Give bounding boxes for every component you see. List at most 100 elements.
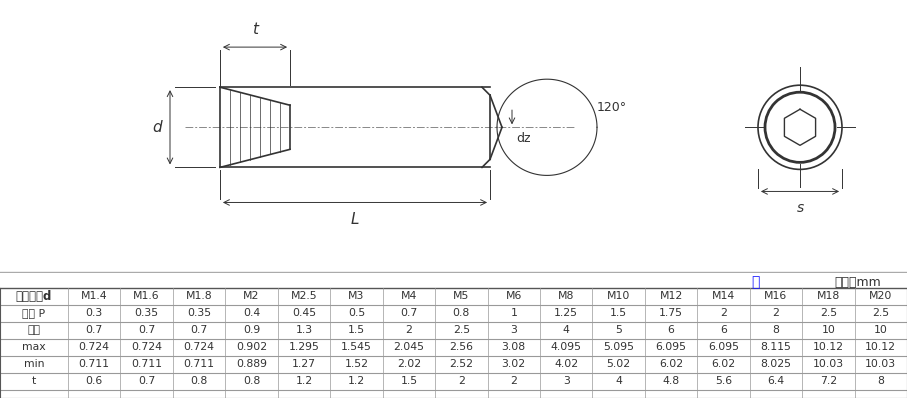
Text: t: t — [32, 377, 36, 386]
Text: 0.889: 0.889 — [236, 359, 267, 369]
Text: L: L — [351, 213, 359, 228]
Text: M20: M20 — [869, 291, 892, 301]
Text: max: max — [22, 342, 46, 352]
Text: 4.8: 4.8 — [662, 377, 679, 386]
Text: 0.3: 0.3 — [85, 308, 102, 318]
Text: 10.12: 10.12 — [813, 342, 844, 352]
Text: s: s — [796, 201, 804, 215]
Text: min: min — [24, 359, 44, 369]
Text: M8: M8 — [558, 291, 574, 301]
Text: 4.095: 4.095 — [551, 342, 581, 352]
Text: M1.8: M1.8 — [186, 291, 212, 301]
Text: M16: M16 — [765, 291, 787, 301]
Text: 1.5: 1.5 — [610, 308, 627, 318]
Text: 2: 2 — [405, 325, 413, 335]
Text: 7.2: 7.2 — [820, 377, 837, 386]
Text: 0.711: 0.711 — [132, 359, 162, 369]
Text: 10.12: 10.12 — [865, 342, 896, 352]
Text: 5: 5 — [615, 325, 622, 335]
Text: 2.5: 2.5 — [453, 325, 470, 335]
Text: 6.095: 6.095 — [708, 342, 739, 352]
Text: 8: 8 — [877, 377, 884, 386]
Text: 4: 4 — [615, 377, 622, 386]
Text: 0.711: 0.711 — [79, 359, 110, 369]
Text: 6: 6 — [720, 325, 727, 335]
Text: 3: 3 — [511, 325, 517, 335]
Text: M1.6: M1.6 — [133, 291, 160, 301]
Text: 2: 2 — [458, 377, 464, 386]
Text: M14: M14 — [712, 291, 735, 301]
Text: 0.7: 0.7 — [138, 325, 155, 335]
Text: 4.02: 4.02 — [554, 359, 579, 369]
Text: 6.4: 6.4 — [767, 377, 785, 386]
Text: 0.8: 0.8 — [453, 308, 470, 318]
Text: 单位：mm: 单位：mm — [834, 276, 882, 289]
Text: 1.27: 1.27 — [292, 359, 316, 369]
Text: 6.02: 6.02 — [659, 359, 683, 369]
Text: M18: M18 — [816, 291, 840, 301]
Text: 3.08: 3.08 — [502, 342, 526, 352]
Text: 3.02: 3.02 — [502, 359, 526, 369]
Text: 6: 6 — [668, 325, 675, 335]
Text: 0.711: 0.711 — [183, 359, 215, 369]
Text: 0.7: 0.7 — [400, 308, 417, 318]
Text: 0.4: 0.4 — [243, 308, 260, 318]
Text: 0.8: 0.8 — [243, 377, 260, 386]
Text: M2.5: M2.5 — [290, 291, 317, 301]
Text: t: t — [252, 22, 258, 37]
Text: 10.03: 10.03 — [865, 359, 896, 369]
Text: 5.02: 5.02 — [607, 359, 630, 369]
Text: 1.75: 1.75 — [659, 308, 683, 318]
Text: dz: dz — [516, 132, 531, 145]
Text: M3: M3 — [348, 291, 365, 301]
Text: M10: M10 — [607, 291, 630, 301]
Text: 0.8: 0.8 — [190, 377, 208, 386]
Text: 0.7: 0.7 — [85, 325, 102, 335]
Text: 0.7: 0.7 — [138, 377, 155, 386]
Text: 3: 3 — [562, 377, 570, 386]
Text: 0.724: 0.724 — [183, 342, 215, 352]
Text: 0.724: 0.724 — [79, 342, 110, 352]
Text: M1.4: M1.4 — [81, 291, 108, 301]
Text: 1.545: 1.545 — [341, 342, 372, 352]
Text: 2.02: 2.02 — [396, 359, 421, 369]
Text: 2.5: 2.5 — [820, 308, 837, 318]
Text: 8.115: 8.115 — [760, 342, 791, 352]
Text: d: d — [152, 120, 161, 135]
Text: 螺距 P: 螺距 P — [23, 308, 45, 318]
Text: 1.25: 1.25 — [554, 308, 578, 318]
Text: 0.724: 0.724 — [132, 342, 162, 352]
Text: 10: 10 — [822, 325, 835, 335]
Text: M5: M5 — [454, 291, 470, 301]
Text: 1.2: 1.2 — [348, 377, 365, 386]
Text: M6: M6 — [505, 291, 522, 301]
Text: 1: 1 — [511, 308, 517, 318]
Text: 2: 2 — [720, 308, 727, 318]
Text: 2.5: 2.5 — [873, 308, 890, 318]
Text: 0.45: 0.45 — [292, 308, 316, 318]
Text: 0.35: 0.35 — [187, 308, 211, 318]
Text: 2.52: 2.52 — [449, 359, 473, 369]
Text: 1.52: 1.52 — [345, 359, 368, 369]
Text: 8.025: 8.025 — [760, 359, 792, 369]
Text: 0.35: 0.35 — [134, 308, 159, 318]
Text: M12: M12 — [659, 291, 683, 301]
Text: M4: M4 — [401, 291, 417, 301]
Text: 0.6: 0.6 — [85, 377, 102, 386]
Text: 5.6: 5.6 — [715, 377, 732, 386]
Text: 2: 2 — [773, 308, 779, 318]
Text: 0.7: 0.7 — [190, 325, 208, 335]
Text: 2: 2 — [511, 377, 517, 386]
Text: 0.9: 0.9 — [243, 325, 260, 335]
Text: 1.5: 1.5 — [400, 377, 417, 386]
Text: 0.5: 0.5 — [347, 308, 365, 318]
Text: 8: 8 — [773, 325, 779, 335]
Text: 0.902: 0.902 — [236, 342, 267, 352]
Text: 5.095: 5.095 — [603, 342, 634, 352]
Text: 存: 存 — [751, 276, 759, 290]
Text: 公称: 公称 — [27, 325, 41, 335]
Text: 4: 4 — [562, 325, 570, 335]
Text: 螺纹规格d: 螺纹规格d — [15, 290, 53, 303]
Text: 1.2: 1.2 — [296, 377, 313, 386]
Text: 2.045: 2.045 — [394, 342, 424, 352]
